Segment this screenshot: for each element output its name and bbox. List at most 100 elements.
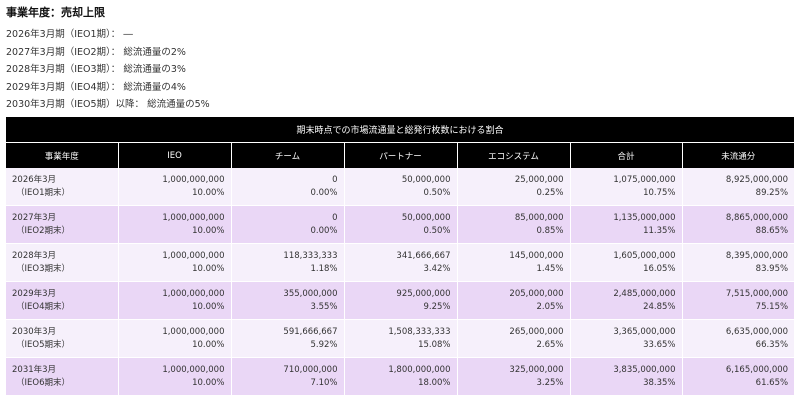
- token-amount: 205,000,000: [509, 288, 564, 299]
- token-percentage: 38.35%: [643, 377, 676, 388]
- token-amount: 1,135,000,000: [613, 212, 676, 223]
- sale-limit-item: 2030年3月期（IEO5期）以降： 総流通量の5%: [6, 99, 210, 110]
- cell-fiscal-year: 2026年3月 （IEO1期末）: [6, 168, 118, 206]
- cell-ecosystem: 25,000,000 0.25%: [456, 168, 570, 206]
- token-percentage: 5.92%: [310, 339, 338, 350]
- cell-total: 1,135,000,000 11.35%: [569, 205, 682, 244]
- cell-fiscal-year: 2030年3月 （IEO5期末）: [6, 319, 118, 358]
- cell-fiscal-year: 2028年3月 （IEO3期末）: [6, 243, 118, 282]
- cell-partner: 341,666,667 3.42%: [343, 243, 457, 282]
- token-amount: 355,000,000: [283, 288, 338, 299]
- token-percentage: 89.25%: [755, 187, 789, 198]
- cell-fiscal-year: 2031年3月 （IEO6期末）: [6, 357, 118, 396]
- token-amount: 1,000,000,000: [162, 326, 225, 337]
- cell-total: 2,485,000,000 24.85%: [569, 281, 682, 320]
- page-title: 事業年度：売却上限: [6, 6, 105, 19]
- token-percentage: 10.00%: [192, 263, 225, 274]
- token-amount: 6,635,000,000: [725, 326, 789, 337]
- token-percentage: 18.00%: [418, 377, 451, 388]
- token-percentage: 10.00%: [192, 339, 225, 350]
- fiscal-period-label: （IEO4期末）: [16, 301, 70, 312]
- token-percentage: 9.25%: [423, 301, 451, 312]
- token-amount: 8,865,000,000: [725, 212, 789, 223]
- cell-ecosystem: 265,000,000 2.65%: [456, 319, 570, 358]
- cell-ieo: 1,000,000,000 10.00%: [117, 205, 231, 244]
- token-amount: 7,515,000,000: [725, 288, 789, 299]
- token-amount: 325,000,000: [509, 364, 564, 375]
- sale-limit-item: 2027年3月期（IEO2期）： 総流通量の2%: [6, 46, 186, 58]
- cell-partner: 50,000,000 0.50%: [343, 205, 457, 244]
- token-amount: 591,666,667: [283, 326, 338, 337]
- token-amount: 85,000,000: [514, 212, 564, 223]
- table-header-row: 事業年度 IEO チーム パートナー エコシステム 合計 未流通分: [6, 142, 795, 168]
- cell-uncirculated: 6,165,000,000 61.65%: [681, 357, 795, 396]
- column-header-uncirculated: 未流通分: [681, 142, 795, 168]
- token-percentage: 83.95%: [755, 263, 789, 274]
- token-percentage: 1.45%: [536, 263, 564, 274]
- table-caption: 期末時点での市場流通量と総発行枚数における割合: [6, 117, 795, 143]
- token-amount: 1,000,000,000: [162, 364, 225, 375]
- token-amount: 1,000,000,000: [162, 288, 225, 299]
- token-percentage: 10.75%: [643, 187, 676, 198]
- token-amount: 1,000,000,000: [162, 250, 225, 261]
- cell-uncirculated: 6,635,000,000 66.35%: [681, 319, 795, 358]
- token-amount: 50,000,000: [401, 174, 451, 185]
- token-amount: 0: [332, 212, 338, 223]
- table-row: 2030年3月 （IEO5期末） 1,000,000,000 10.00% 591,66…: [6, 319, 795, 358]
- cell-ieo: 1,000,000,000 10.00%: [117, 357, 231, 396]
- token-amount: 1,075,000,000: [613, 174, 676, 185]
- token-percentage: 2.65%: [536, 339, 564, 350]
- fiscal-period-label: （IEO2期末）: [16, 225, 70, 236]
- cell-team: 0 0.00%: [230, 205, 344, 244]
- cell-total: 3,365,000,000 33.65%: [569, 319, 682, 358]
- token-percentage: 0.00%: [310, 225, 338, 236]
- token-amount: 1,508,333,333: [388, 326, 451, 337]
- cell-team: 118,333,333 1.18%: [230, 243, 344, 282]
- token-percentage: 0.25%: [536, 187, 564, 198]
- cell-ecosystem: 145,000,000 1.45%: [456, 243, 570, 282]
- cell-total: 1,605,000,000 16.05%: [569, 243, 682, 282]
- column-header-ieo: IEO: [117, 142, 231, 168]
- token-amount: 6,165,000,000: [725, 364, 789, 375]
- table-row: 2029年3月 （IEO4期末） 1,000,000,000 10.00% 355,00…: [6, 281, 795, 320]
- cell-ieo: 1,000,000,000 10.00%: [117, 281, 231, 320]
- fiscal-year-label: 2027年3月: [12, 212, 57, 223]
- fiscal-period-label: （IEO6期末）: [16, 377, 70, 388]
- token-percentage: 66.35%: [755, 339, 789, 350]
- cell-team: 0 0.00%: [230, 168, 344, 206]
- token-percentage: 0.85%: [536, 225, 564, 236]
- cell-uncirculated: 8,925,000,000 89.25%: [681, 168, 795, 206]
- token-percentage: 10.00%: [192, 301, 225, 312]
- token-percentage: 88.65%: [755, 225, 789, 236]
- token-percentage: 3.42%: [423, 263, 451, 274]
- table-row: 2026年3月 （IEO1期末） 1,000,000,000 10.00% 0 0.00%…: [6, 168, 795, 206]
- cell-ieo: 1,000,000,000 10.00%: [117, 168, 231, 206]
- sale-limit-item: 2026年3月期（IEO1期）： ―: [6, 29, 133, 40]
- table-row: 2027年3月 （IEO2期末） 1,000,000,000 10.00% 0 0.00%…: [6, 205, 795, 244]
- token-percentage: 10.00%: [192, 187, 225, 198]
- token-amount: 8,395,000,000: [725, 250, 789, 261]
- token-amount: 1,605,000,000: [613, 250, 676, 261]
- token-amount: 3,835,000,000: [613, 364, 676, 375]
- cell-total: 1,075,000,000 10.75%: [569, 168, 682, 206]
- token-amount: 265,000,000: [509, 326, 564, 337]
- fiscal-year-label: 2026年3月: [12, 174, 57, 185]
- cell-fiscal-year: 2027年3月 （IEO2期末）: [6, 205, 118, 244]
- table-body: 2026年3月 （IEO1期末） 1,000,000,000 10.00% 0 0.00%…: [6, 168, 795, 396]
- cell-ieo: 1,000,000,000 10.00%: [117, 243, 231, 282]
- cell-fiscal-year: 2029年3月 （IEO4期末）: [6, 281, 118, 320]
- token-amount: 145,000,000: [509, 250, 564, 261]
- token-percentage: 0.50%: [423, 225, 451, 236]
- token-percentage: 1.18%: [310, 263, 338, 274]
- token-percentage: 15.08%: [418, 339, 451, 350]
- cell-total: 3,835,000,000 38.35%: [569, 357, 682, 396]
- token-percentage: 0.00%: [310, 187, 338, 198]
- column-header-team: チーム: [230, 142, 344, 168]
- token-amount: 8,925,000,000: [725, 174, 789, 185]
- fiscal-period-label: （IEO3期末）: [16, 263, 70, 274]
- cell-partner: 1,508,333,333 15.08%: [343, 319, 457, 358]
- token-amount: 2,485,000,000: [613, 288, 676, 299]
- fiscal-year-label: 2029年3月: [12, 288, 57, 299]
- token-percentage: 10.00%: [192, 377, 225, 388]
- table-row: 2031年3月 （IEO6期末） 1,000,000,000 10.00% 710,00…: [6, 357, 795, 396]
